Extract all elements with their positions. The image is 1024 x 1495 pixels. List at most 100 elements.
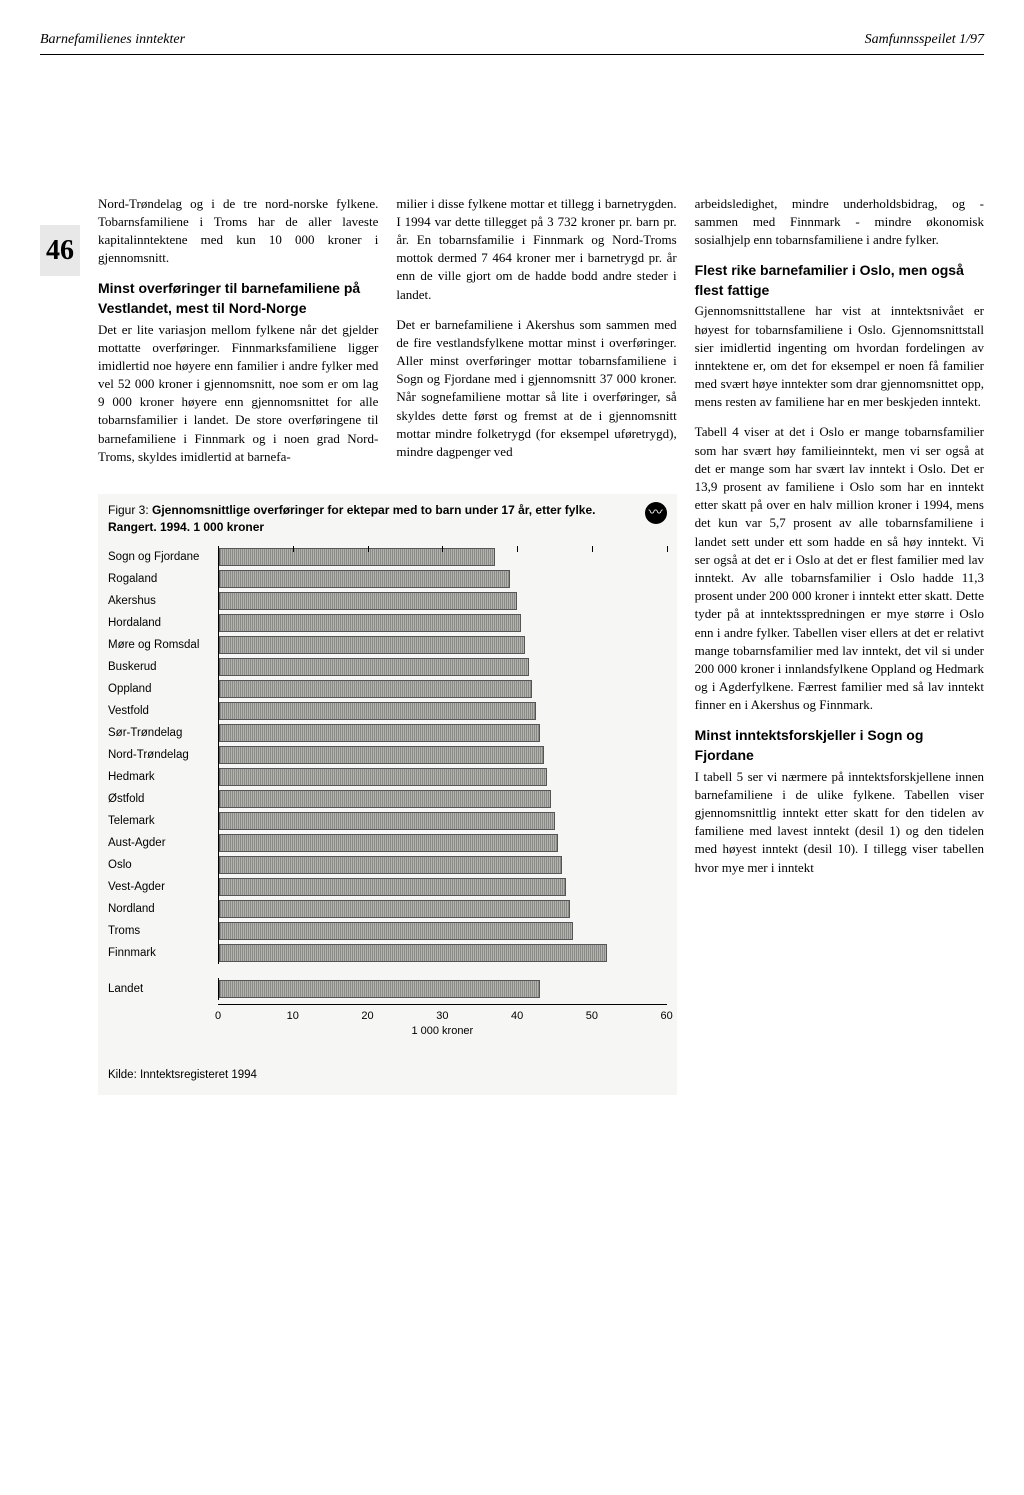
chart-bar bbox=[219, 548, 495, 566]
col2-p1: milier i disse fylkene mottar et tillegg… bbox=[396, 195, 676, 304]
chart-bar-area bbox=[218, 700, 667, 722]
chart-plot: Sogn og Fjordane Rogaland Akershus Hordalan… bbox=[108, 546, 667, 1000]
chart-bar bbox=[219, 592, 517, 610]
chart-tick: 20 bbox=[361, 1009, 373, 1024]
chart-bar bbox=[219, 768, 547, 786]
figure-caption-prefix: Figur 3: bbox=[108, 503, 152, 517]
chart-tick: 40 bbox=[511, 1009, 523, 1024]
chart-row: Sør-Trøndelag bbox=[108, 722, 667, 744]
chart-bar-area bbox=[218, 832, 667, 854]
chart-row-label: Finnmark bbox=[108, 945, 218, 961]
chart-tick: 60 bbox=[661, 1009, 673, 1024]
chart-row-label: Sogn og Fjordane bbox=[108, 549, 218, 565]
chart-row: Vest-Agder bbox=[108, 876, 667, 898]
header-right: Samfunnsspeilet 1/97 bbox=[865, 30, 984, 50]
chart-row-label: Buskerud bbox=[108, 659, 218, 675]
chart-bar bbox=[219, 702, 536, 720]
chart-tick: 0 bbox=[215, 1009, 221, 1024]
chart-row-label: Oppland bbox=[108, 681, 218, 697]
figure-caption-bold: Gjennomsnittlige overføringer for ektepa… bbox=[108, 503, 595, 534]
chart-row: Troms bbox=[108, 920, 667, 942]
chart-row: Rogaland bbox=[108, 568, 667, 590]
chart-bar-area bbox=[218, 546, 667, 568]
figure-source: Kilde: Inntektsregisteret 1994 bbox=[108, 1063, 667, 1083]
chart-tick: 10 bbox=[287, 1009, 299, 1024]
chart-row: Nord-Trøndelag bbox=[108, 744, 667, 766]
chart-bar bbox=[219, 570, 510, 588]
chart-bar-area bbox=[218, 634, 667, 656]
chart-bar bbox=[219, 746, 544, 764]
page-number: 46 bbox=[40, 225, 80, 276]
chart-row: Telemark bbox=[108, 810, 667, 832]
chart-row-label: Nord-Trøndelag bbox=[108, 747, 218, 763]
col1-p2: Det er lite variasjon mellom fylkene når… bbox=[98, 321, 378, 467]
chart-bar-area bbox=[218, 744, 667, 766]
chart-bar bbox=[219, 636, 525, 654]
chart-row-label: Troms bbox=[108, 923, 218, 939]
chart-row-label: Vest-Agder bbox=[108, 879, 218, 895]
chart-row: Sogn og Fjordane bbox=[108, 546, 667, 568]
chart-row-label: Nordland bbox=[108, 901, 218, 917]
col3-p4: I tabell 5 ser vi nærmere på inntektsfor… bbox=[695, 768, 984, 877]
chart-row: Oslo bbox=[108, 854, 667, 876]
chart-row: Nordland bbox=[108, 898, 667, 920]
col3-p3: Tabell 4 viser at det i Oslo er mange to… bbox=[695, 423, 984, 714]
chart-row: Landet bbox=[108, 978, 667, 1000]
chart-row: Oppland bbox=[108, 678, 667, 700]
column-1: Nord-Trøndelag og i de tre nord-norske f… bbox=[98, 195, 378, 478]
chart-row: Akershus bbox=[108, 590, 667, 612]
chart-bar-area bbox=[218, 854, 667, 876]
chart-bar-area bbox=[218, 678, 667, 700]
chart-row-label: Østfold bbox=[108, 791, 218, 807]
chart-row: Finnmark bbox=[108, 942, 667, 964]
chart-x-label: 1 000 kroner bbox=[218, 1024, 667, 1039]
chart-row-label: Hordaland bbox=[108, 615, 218, 631]
chart-bar bbox=[219, 834, 558, 852]
chart-bar bbox=[219, 614, 521, 632]
chart-bar bbox=[219, 680, 532, 698]
figure-3: Figur 3: Gjennomsnittlige overføringer f… bbox=[98, 494, 677, 1095]
wave-icon: 〰 bbox=[645, 502, 667, 524]
chart-bar-area bbox=[218, 788, 667, 810]
chart-bar bbox=[219, 980, 540, 998]
chart-row-label: Aust-Agder bbox=[108, 835, 218, 851]
chart-row-label: Vestfold bbox=[108, 703, 218, 719]
chart-bar bbox=[219, 812, 555, 830]
chart-row-label: Møre og Romsdal bbox=[108, 637, 218, 653]
chart-row: Hedmark bbox=[108, 766, 667, 788]
chart-bar-area bbox=[218, 568, 667, 590]
bar-chart: Sogn og Fjordane Rogaland Akershus Hordalan… bbox=[108, 546, 667, 1039]
chart-bar-area bbox=[218, 722, 667, 744]
figure-caption: Figur 3: Gjennomsnittlige overføringer f… bbox=[108, 502, 635, 536]
figure-title-row: Figur 3: Gjennomsnittlige overføringer f… bbox=[108, 502, 667, 536]
col1-p1: Nord-Trøndelag og i de tre nord-norske f… bbox=[98, 195, 378, 268]
column-3: arbeidsledighet, mindre underholdsbidrag… bbox=[695, 195, 984, 1096]
chart-bar-area bbox=[218, 612, 667, 634]
running-header: Barnefamilienes inntekter Samfunnsspeile… bbox=[40, 30, 984, 55]
column-2: milier i disse fylkene mottar et tillegg… bbox=[396, 195, 676, 478]
chart-bar-area bbox=[218, 810, 667, 832]
chart-bar-area bbox=[218, 656, 667, 678]
col3-p1: arbeidsledighet, mindre underholdsbidrag… bbox=[695, 195, 984, 250]
chart-bar-area bbox=[218, 876, 667, 898]
col3-p2: Gjennomsnittstallene har vist at inntekt… bbox=[695, 302, 984, 411]
chart-row: Østfold bbox=[108, 788, 667, 810]
chart-bar bbox=[219, 922, 573, 940]
page-number-column: 46 bbox=[40, 195, 80, 1096]
chart-row-label: Oslo bbox=[108, 857, 218, 873]
chart-tick: 30 bbox=[436, 1009, 448, 1024]
chart-bar-area bbox=[218, 766, 667, 788]
chart-bar-area bbox=[218, 920, 667, 942]
col2-p2: Det er barnefamiliene i Akershus som sam… bbox=[396, 316, 676, 462]
chart-row: Aust-Agder bbox=[108, 832, 667, 854]
col1-heading: Minst overføringer til barnefamiliene på… bbox=[98, 279, 378, 318]
text-columns-row: Nord-Trøndelag og i de tre nord-norske f… bbox=[98, 195, 677, 478]
chart-row: Vestfold bbox=[108, 700, 667, 722]
chart-row-label: Rogaland bbox=[108, 571, 218, 587]
header-left: Barnefamilienes inntekter bbox=[40, 30, 185, 50]
chart-bar-area bbox=[218, 590, 667, 612]
chart-row: Buskerud bbox=[108, 656, 667, 678]
content-area: 46 Nord-Trøndelag og i de tre nord-norsk… bbox=[40, 195, 984, 1096]
col3-heading-1: Flest rike barnefamilier i Oslo, men ogs… bbox=[695, 261, 984, 300]
chart-x-axis: 0102030405060 bbox=[108, 1004, 667, 1022]
